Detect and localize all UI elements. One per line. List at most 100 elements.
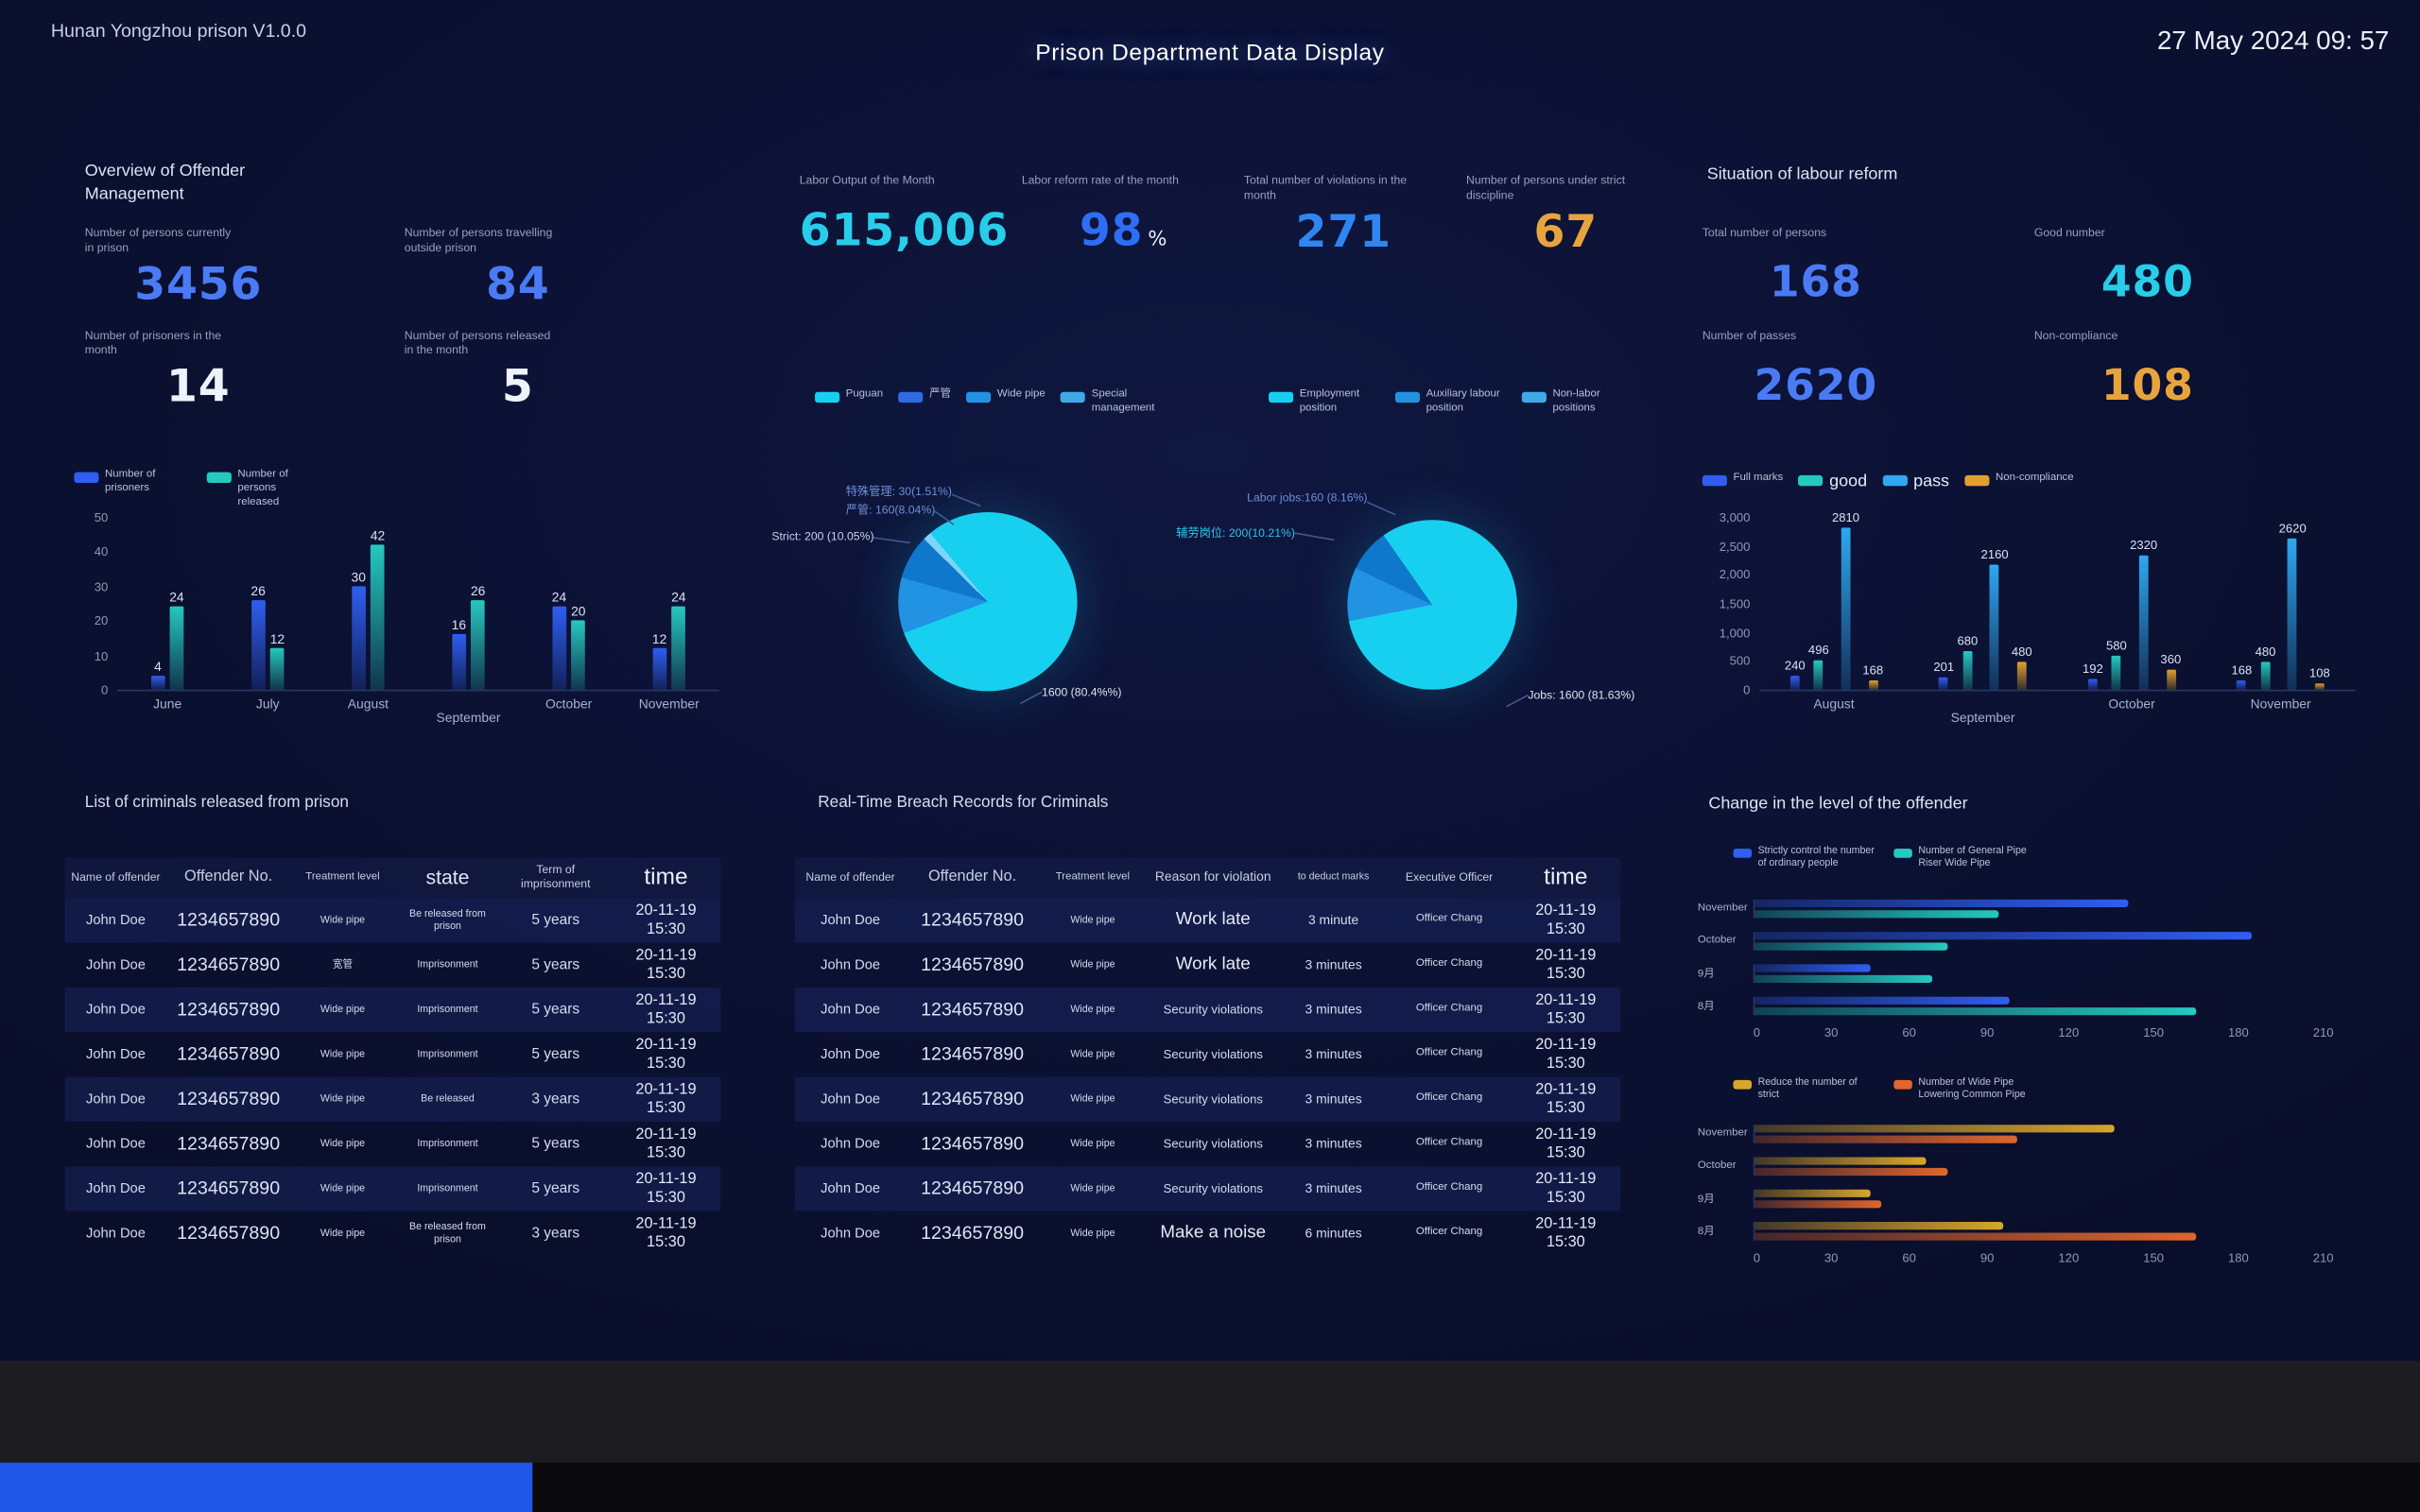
bar — [270, 647, 285, 690]
legend-chip — [1893, 848, 1912, 858]
cell-offender-name: John Doe — [85, 1135, 146, 1152]
cell-treatment-level: Wide pipe — [1070, 1182, 1115, 1194]
stat-label: Good number — [2033, 225, 2105, 240]
cell-state: Be released — [421, 1092, 475, 1105]
value-label: 480 — [2255, 644, 2276, 660]
bar-wrap: 30 — [351, 568, 366, 690]
legend-chip — [966, 391, 992, 404]
col-offender-no: Offender No. — [184, 868, 273, 886]
breach-table-row: John Doe 1234657890 Wide pipe Security v… — [795, 1032, 1620, 1076]
bar-wrap: 480 — [2255, 644, 2276, 690]
cell-term: 5 years — [531, 1135, 580, 1153]
col-treatment-level: Treatment level — [1055, 871, 1131, 883]
pie-annotation-auxiliary: 辅劳岗位: 200(10.21%) — [1176, 525, 1295, 541]
bar-row: October — [1698, 1149, 2334, 1181]
legend-label: Reduce the number of strict — [1757, 1076, 1858, 1101]
y-tick-label: 1,000 — [1719, 626, 1751, 641]
col-reason: Reason for violation — [1154, 868, 1271, 885]
value-label: 20 — [571, 602, 586, 618]
taskbar-window-button[interactable] — [0, 1462, 533, 1512]
bar — [1754, 1188, 1871, 1197]
value-label: 12 — [269, 629, 285, 646]
pie-annotation-puguan: 1600 (80.4%%) — [1042, 684, 1122, 699]
stat-label: Number of persons currently in prison — [84, 225, 232, 254]
pie-annotation-jobs: Jobs: 1600 (81.63%) — [1528, 688, 1635, 702]
cell-offender-no: 1234657890 — [921, 1132, 1025, 1155]
cell-state: Be released from prison — [409, 1221, 486, 1245]
legend-chip — [1521, 391, 1547, 404]
bar-wrap: 168 — [2232, 664, 2252, 690]
cell-offender-name: John Doe — [85, 1046, 146, 1062]
breach-table-body: John Doe 1234657890 Wide pipe Work late … — [794, 898, 1621, 1256]
released-table-body: John Doe 1234657890 Wide pipe Be release… — [64, 898, 721, 1256]
bar-wrap: 12 — [270, 632, 285, 690]
cell-treatment-level: 宽管 — [332, 958, 354, 971]
cell-offender-no: 1234657890 — [177, 1043, 281, 1066]
breach-table-row: John Doe 1234657890 Wide pipe Make a noi… — [795, 1211, 1620, 1256]
bar-wrap: 24 — [169, 588, 184, 690]
cell-treatment-level: Wide pipe — [1070, 958, 1115, 971]
value-label: 360 — [2160, 652, 2182, 667]
cell-time: 20-11-19 15:30 — [1535, 1170, 1597, 1206]
bar-group: 4 24 June — [117, 519, 217, 712]
cell-reason: Security violations — [1163, 1091, 1263, 1107]
cell-offender-no: 1234657890 — [177, 998, 281, 1021]
cell-term: 5 years — [531, 1001, 580, 1019]
bar — [1754, 1221, 2004, 1229]
y-tick-label: 3,000 — [1719, 510, 1751, 525]
legend-chip — [1394, 391, 1421, 404]
legend-label: 严管 — [929, 388, 951, 400]
category-label: October — [544, 696, 593, 712]
cell-term: 3 years — [531, 1090, 580, 1108]
stat-label: Total number of violations in the month — [1243, 172, 1408, 202]
released-table-row: John Doe 1234657890 Wide pipe Imprisonme… — [65, 1122, 721, 1166]
y-tick-label: 2,000 — [1719, 568, 1751, 583]
bar — [1754, 909, 1999, 918]
cell-offender-name: John Doe — [85, 1180, 146, 1196]
x-tick-label: 0 — [1753, 1025, 1760, 1040]
bar-group: 30 42 August — [318, 519, 418, 711]
category-label: October — [1697, 935, 1737, 946]
bar — [1789, 676, 1800, 690]
value-label: 30 — [351, 568, 366, 584]
cell-offender-name: John Doe — [85, 912, 146, 928]
cell-time: 20-11-19 15:30 — [635, 1036, 697, 1072]
stat-label: Labor Output of the Month — [799, 172, 935, 187]
bar — [169, 606, 184, 690]
released-table: Name of offender Offender No. Treatment … — [64, 857, 721, 1256]
bar-wrap: 16 — [452, 618, 466, 690]
legend-label: Number of prisoners — [105, 469, 156, 494]
cell-offender-name: John Doe — [821, 1135, 881, 1152]
cell-deduct-marks: 3 minutes — [1305, 1180, 1362, 1196]
x-tick-label: 60 — [1902, 1251, 1916, 1265]
cell-deduct-marks: 3 minutes — [1305, 1136, 1362, 1152]
bar-wrap: 108 — [2309, 667, 2330, 690]
bar — [1939, 677, 1949, 690]
legend-item: Number of persons released — [206, 469, 319, 509]
bar — [1813, 660, 1824, 690]
value-label: 24 — [169, 588, 184, 605]
bar — [1868, 679, 1878, 690]
level-change-title: Change in the level of the offender — [1708, 794, 1968, 814]
cell-executive-officer: Officer Chang — [1415, 1182, 1483, 1194]
bar-group: 16 26 September — [418, 519, 518, 725]
cell-term: 5 years — [531, 1045, 580, 1063]
datetime: 27 May 2024 09: 57 — [2156, 26, 2390, 56]
legend-chip — [74, 472, 99, 484]
bar — [150, 676, 165, 690]
col-name-of-offender: Name of offender — [71, 869, 161, 884]
category-label: August — [347, 696, 389, 712]
cell-treatment-level: Wide pipe — [1070, 1092, 1115, 1105]
value-label: 201 — [1933, 660, 1955, 675]
bar-wrap: 2620 — [2279, 523, 2307, 690]
col-offender-no: Offender No. — [927, 868, 1017, 886]
released-table-row: John Doe 1234657890 Wide pipe Be release… — [65, 1211, 721, 1256]
legend-label: Non-compliance — [1996, 472, 2074, 484]
cell-time: 20-11-19 15:30 — [635, 1080, 697, 1117]
cell-reason: Security violations — [1163, 1181, 1263, 1195]
legend-label: Number of Wide Pipe Lowering Common Pipe — [1918, 1076, 2026, 1101]
category-label: July — [255, 696, 280, 712]
y-tick-label: 30 — [94, 579, 109, 594]
category-label: September — [1950, 710, 2015, 726]
cell-offender-no: 1234657890 — [921, 998, 1025, 1021]
